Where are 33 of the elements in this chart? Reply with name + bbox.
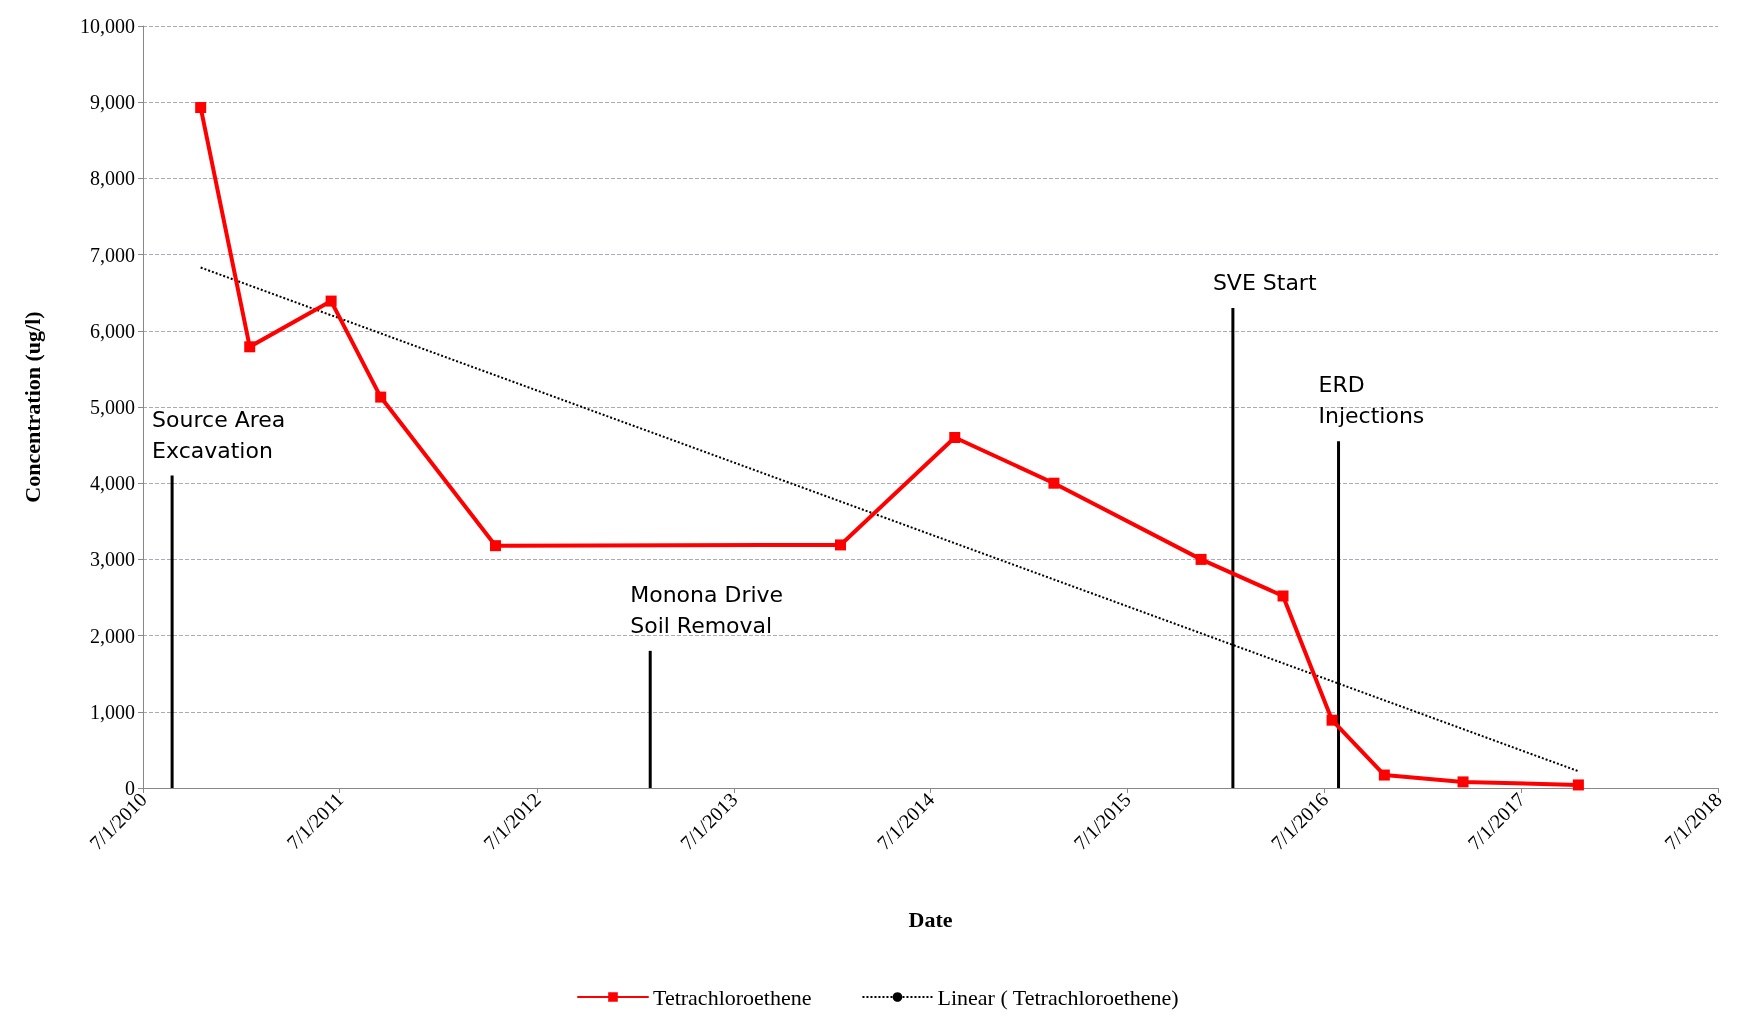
point xyxy=(1277,590,1289,602)
point xyxy=(375,391,387,403)
y-tick-label: 2,000 xyxy=(90,624,135,647)
annotation: SVE Start xyxy=(1212,269,1317,295)
point xyxy=(1457,776,1469,788)
y-tick-label: 5,000 xyxy=(90,396,135,418)
point xyxy=(834,539,846,551)
annotation: ERD Injections xyxy=(1318,372,1425,429)
point xyxy=(1195,553,1207,565)
y-tick-label: 9,000 xyxy=(90,91,135,114)
point xyxy=(1378,769,1390,781)
point xyxy=(195,102,207,114)
point xyxy=(1326,714,1338,726)
y-tick-label: 6,000 xyxy=(90,319,135,342)
y-tick-label: 0 xyxy=(125,777,135,799)
legend-label: Tetrachloroethene xyxy=(652,984,812,1010)
point xyxy=(325,295,337,307)
y-tick-label: 8,000 xyxy=(90,167,135,190)
annotation: Monona Drive Soil Removal xyxy=(630,581,784,638)
point xyxy=(244,341,256,353)
x-axis-title: Date xyxy=(908,906,953,932)
y-tick-label: 4,000 xyxy=(90,472,135,495)
y-tick-label: 3,000 xyxy=(90,548,135,571)
y-axis-title: Concentration (ug/l) xyxy=(19,311,45,503)
point xyxy=(949,431,961,443)
y-tick-label: 7,000 xyxy=(90,243,135,266)
y-tick-label: 1,000 xyxy=(90,700,135,723)
point xyxy=(490,540,502,552)
point xyxy=(1572,779,1584,791)
y-tick-label: 10,000 xyxy=(80,15,135,37)
point xyxy=(1048,477,1060,489)
legend-label: Linear ( Tetrachloroethene) xyxy=(937,984,1179,1010)
annotation: Source Area Excavation xyxy=(152,406,286,463)
